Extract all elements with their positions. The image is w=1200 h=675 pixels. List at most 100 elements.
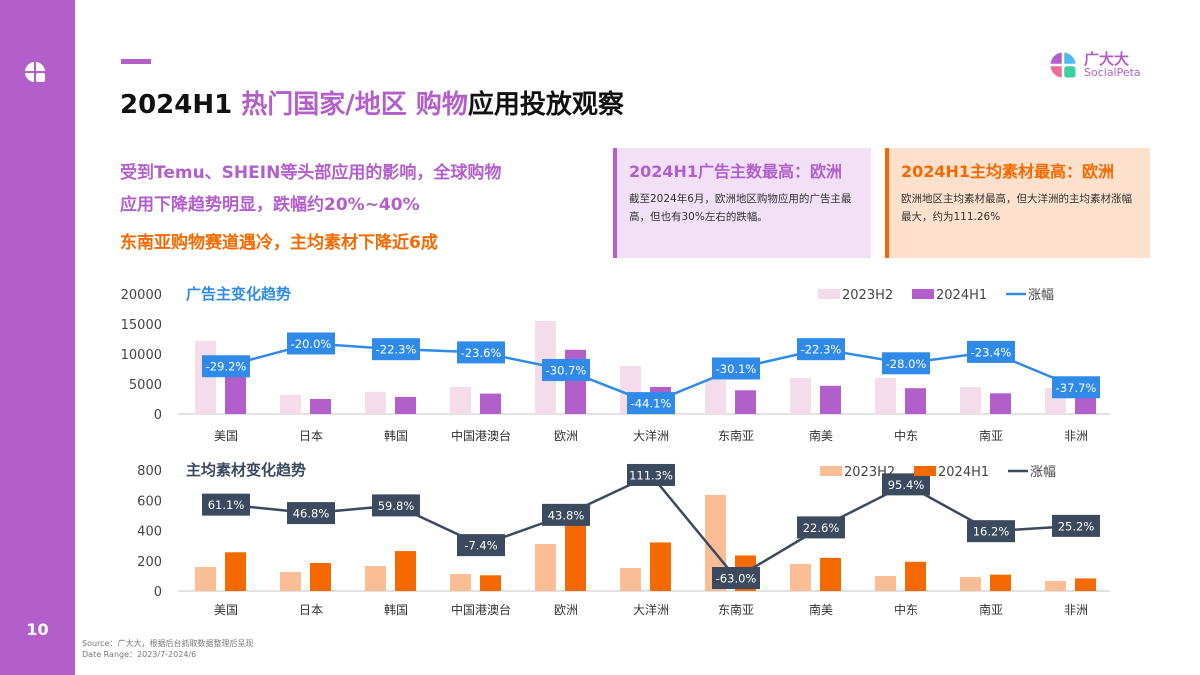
data-label: -37.7% [1056,381,1097,395]
source-line: Source：广大大，根据后台抓取数据整理后呈现 [82,639,254,648]
x-tick-label: 东南亚 [718,602,754,617]
legend-swatch [912,289,934,299]
x-tick-label: 中东 [894,428,918,443]
page-title: 2024H1 热门国家/地区 购物应用投放观察 [120,84,624,121]
data-label: 111.3% [629,468,673,482]
data-label-box [882,352,930,375]
x-tick-label: 南亚 [979,428,1003,443]
source-note: Source：广大大，根据后台抓取数据整理后呈现 Date Range：2023… [82,638,253,660]
x-tick-label: 非洲 [1064,603,1088,617]
bar-2023H2 [875,378,896,414]
data-label: -22.3% [801,343,842,357]
y-tick-label: 0 [154,585,162,600]
x-tick-label: 韩国 [384,428,408,443]
data-label: 43.8% [548,508,585,522]
x-tick-label: 大洋洲 [633,602,669,617]
bar-2024H1 [990,393,1011,414]
bar-2024H1 [650,542,671,591]
bar-2024H1 [990,574,1011,591]
bar-2024H1 [310,563,331,591]
x-tick-label: 美国 [214,429,238,443]
x-tick-label: 日本 [299,429,323,443]
brand-logo: 广大大 SocialPeta [1048,50,1141,80]
legend-swatch [818,289,840,299]
y-tick-label: 800 [137,464,162,479]
bar-2023H2 [535,543,556,591]
y-tick-label: 600 [137,494,162,509]
data-label: 95.4% [888,478,925,492]
legend-label: 涨幅 [1028,288,1054,303]
insight-text: 截至2024年6月，欧洲地区购物应用的广告主最高，但也有30%左右的跌幅。 [629,193,852,223]
bar-2023H2 [1045,581,1066,591]
headline: 东南亚购物赛道遇冷，主均素材下降近6成 [120,233,438,253]
legend-label: 2024H1 [936,288,987,303]
insight-title: 2024H1主均素材最高：欧洲 [901,162,1115,181]
bar-2024H1 [395,396,416,414]
x-tick-label: 东南亚 [718,428,754,443]
data-label-box [202,493,250,516]
data-label-box [372,494,420,517]
data-label-box [712,357,760,380]
x-tick-label: 非洲 [1064,429,1088,443]
chart-title: 广告主变化趋势 [186,285,291,303]
bar-2024H1 [480,393,501,414]
insight-box-creatives: 2024H1主均素材最高：欧洲 欧洲地区主均素材最高，但大洋洲的主均素材涨幅最大… [885,148,1150,258]
x-tick-label: 大洋洲 [633,428,669,443]
headline: 应用下降趋势明显，跌幅约20%~40% [120,195,420,215]
bar-2023H2 [790,563,811,591]
bar-2024H1 [480,575,501,591]
legend-swatch [820,466,842,476]
data-label-box [457,534,505,557]
insight-text: 欧洲地区主均素材最高，但大洋洲的主均素材涨幅最大，约为111.26% [901,193,1132,223]
bar-2023H2 [280,394,301,414]
data-label-box [797,338,845,361]
page-number: 10 [26,620,49,639]
x-tick-label: 中国港澳台 [451,602,511,617]
brand-name: 广大大 [1084,50,1130,68]
data-label-box [287,502,335,525]
bar-2023H2 [450,574,471,591]
legend-label: 2024H1 [938,465,989,480]
data-label-box [202,355,250,378]
data-label-box [457,341,505,364]
data-label-box [797,516,845,539]
data-label-box [967,520,1015,543]
data-label: 61.1% [208,498,245,512]
data-label-box [1052,514,1100,537]
brand-sub: SocialPeta [1084,66,1141,79]
x-tick-label: 南亚 [979,602,1003,617]
data-label-box [627,392,675,415]
bar-2024H1 [905,561,926,591]
bar-2023H2 [365,391,386,414]
data-label-box [372,338,420,361]
y-tick-label: 400 [137,525,162,540]
bar-2023H2 [705,494,726,591]
bar-2024H1 [905,388,926,414]
x-tick-label: 中东 [894,602,918,617]
x-tick-label: 欧洲 [554,603,578,617]
data-label: -63.0% [716,571,757,585]
bar-2024H1 [820,557,841,591]
data-label: -7.4% [464,539,497,553]
data-label: -23.6% [461,346,502,360]
data-label: -30.1% [716,362,757,376]
legend-label: 涨幅 [1030,465,1056,480]
data-label: -28.0% [886,357,927,371]
bar-2024H1 [1075,397,1096,414]
data-label: -20.0% [291,337,332,351]
insight-box-advertisers: 2024H1广告主数最高：欧洲 截至2024年6月，欧洲地区购物应用的广告主最高… [613,148,871,258]
logo-icon [25,62,45,82]
y-tick-label: 10000 [121,348,162,363]
data-label-box [1052,376,1100,399]
legend-label: 2023H2 [842,288,893,303]
bar-2023H2 [365,566,386,591]
data-label-box [712,566,760,589]
bar-2023H2 [450,387,471,414]
bar-2023H2 [195,340,216,414]
date-range: Date Range：2023/7-2024/6 [82,650,197,659]
bar-2024H1 [225,552,246,591]
legend-label: 2023H2 [844,465,895,480]
bar-2024H1 [565,523,586,591]
y-tick-label: 20000 [121,288,162,303]
